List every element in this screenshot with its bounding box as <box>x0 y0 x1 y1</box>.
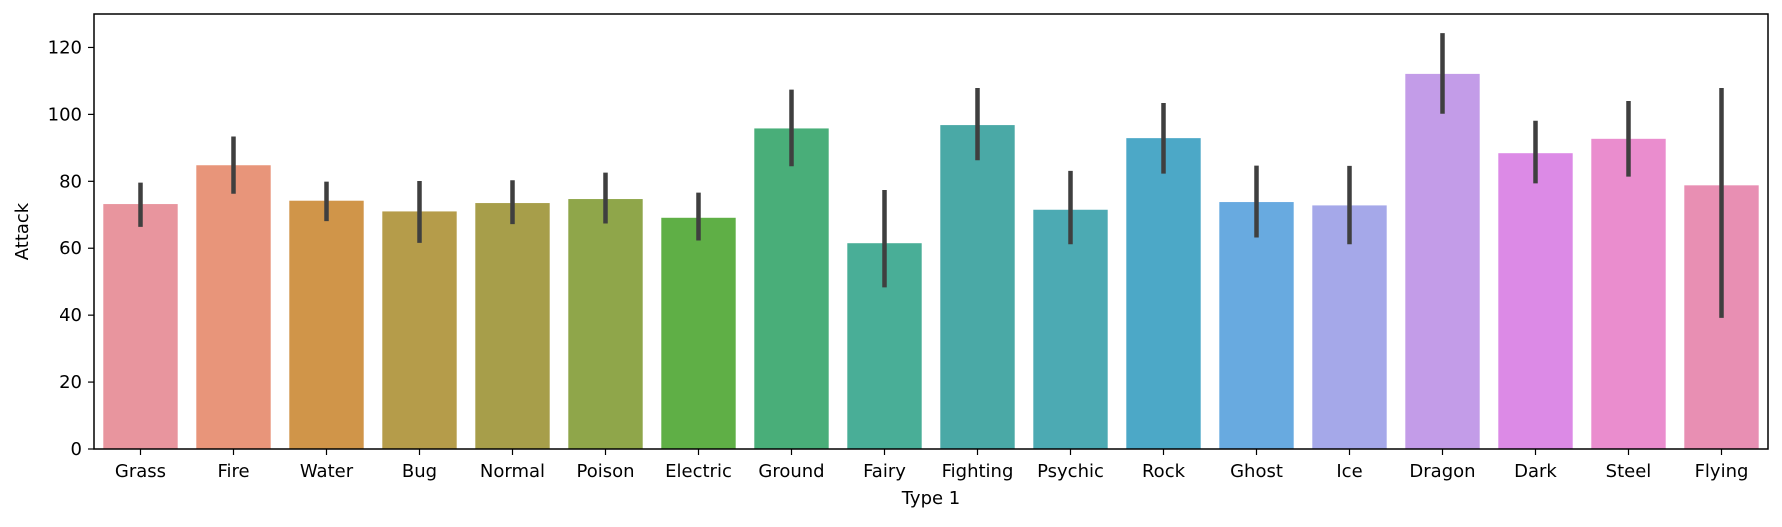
bars-layer <box>103 73 1759 450</box>
x-tick-label: Ice <box>1336 461 1362 482</box>
y-tick-label: 80 <box>59 171 82 192</box>
x-tick-label: Grass <box>115 461 166 482</box>
y-axis: 0 20 40 60 80 100 120 <box>48 37 94 460</box>
x-tick-label: Dragon <box>1409 461 1475 482</box>
x-tick-label: Water <box>300 461 354 482</box>
x-tick-label: Fighting <box>942 461 1014 482</box>
y-axis-label: Attack <box>12 202 33 260</box>
y-tick-label: 20 <box>59 372 82 393</box>
bar-grass <box>103 204 178 449</box>
bar-normal <box>475 203 550 449</box>
x-axis: Grass Fire Water Bug Normal Poison Electric Gro… <box>115 449 1748 482</box>
bar-dragon <box>1405 73 1480 450</box>
x-tick-label: Steel <box>1606 461 1652 482</box>
bar-ground <box>754 128 829 449</box>
y-tick-label: 120 <box>48 37 82 58</box>
bar-water <box>289 200 364 449</box>
x-tick-label: Ground <box>758 461 824 482</box>
y-tick-label: 60 <box>59 238 82 259</box>
bar-ice <box>1312 205 1387 449</box>
x-axis-label: Type 1 <box>901 488 961 509</box>
bar-electric <box>661 217 736 449</box>
y-tick-label: 40 <box>59 305 82 326</box>
x-tick-label: Fire <box>217 461 249 482</box>
x-tick-label: Electric <box>665 461 732 482</box>
x-tick-label: Poison <box>576 461 634 482</box>
x-tick-label: Dark <box>1514 461 1557 482</box>
x-tick-label: Psychic <box>1037 461 1104 482</box>
bar-ghost <box>1219 202 1294 449</box>
x-tick-label: Bug <box>402 461 437 482</box>
error-bars-layer <box>138 33 1724 318</box>
x-tick-label: Normal <box>480 461 545 482</box>
bar-rock <box>1126 138 1201 449</box>
x-tick-label: Fairy <box>863 461 906 482</box>
bar-bug <box>382 211 457 449</box>
bar-dark <box>1498 153 1573 449</box>
bar-steel <box>1591 138 1666 450</box>
bar-fire <box>196 165 271 449</box>
x-tick-label: Ghost <box>1230 461 1283 482</box>
y-tick-label: 0 <box>71 439 82 460</box>
plot-frame <box>93 13 1769 450</box>
bar-fighting <box>940 125 1015 449</box>
bar-poison <box>568 199 643 449</box>
x-tick-label: Flying <box>1695 461 1749 482</box>
y-tick-label: 100 <box>48 104 82 125</box>
bar-psychic <box>1033 209 1108 449</box>
x-tick-label: Rock <box>1142 461 1186 482</box>
